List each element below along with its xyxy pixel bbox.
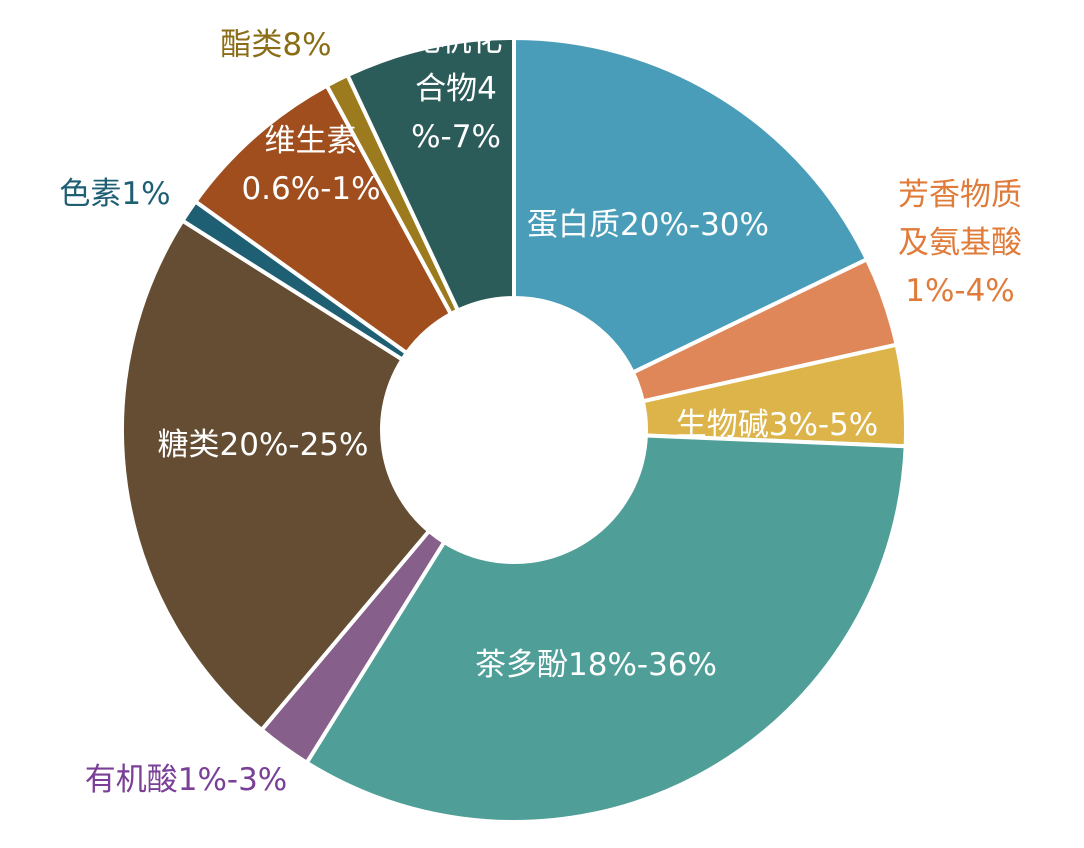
slice-label-1-line-0: 芳香物质: [898, 177, 1022, 213]
slice-label-3-line-0: 茶多酚18%-36%: [475, 647, 717, 683]
slice-label-7-line-1: 0.6%-1%: [241, 171, 380, 207]
slice-label-8: 酯类8%: [220, 27, 331, 63]
slice-label-2-line-0: 生物碱3%-5%: [676, 407, 879, 443]
slice-label-8-line-0: 酯类8%: [220, 27, 331, 63]
slice-5: [120, 218, 432, 732]
slice-9: [345, 36, 516, 313]
slice-3: [304, 433, 908, 824]
slice-label-5: 糖类20%-25%: [158, 427, 369, 463]
slice-label-1-line-2: 1%-4%: [905, 273, 1015, 309]
slice-label-9-line-1: 合物4: [415, 71, 497, 107]
slice-label-6: 色素1%: [59, 176, 170, 212]
slice-label-7-line-0: 维生素: [265, 123, 358, 159]
slice-label-4-line-0: 有机酸1%-3%: [85, 762, 288, 798]
slice-0: [512, 36, 869, 375]
slice-label-3: 茶多酚18%-36%: [475, 647, 717, 683]
slice-label-6-line-0: 色素1%: [59, 176, 170, 212]
slice-label-0: 蛋白质20%-30%: [527, 207, 769, 243]
slice-label-2: 生物碱3%-5%: [676, 407, 879, 443]
slice-label-4: 有机酸1%-3%: [85, 762, 288, 798]
slice-label-5-line-0: 糖类20%-25%: [158, 427, 369, 463]
slice-label-1-line-1: 及氨基酸: [898, 225, 1022, 261]
slice-label-0-line-0: 蛋白质20%-30%: [527, 207, 769, 243]
slice-label-9-line-2: %-7%: [411, 119, 501, 155]
slice-label-9: 无机化合物4 %-7%: [410, 23, 503, 155]
slice-label-9-line-0: 无机化: [410, 23, 503, 59]
slice-label-1: 芳香物质及氨基酸 1%-4%: [898, 177, 1022, 309]
slice-label-7: 维生素 0.6%-1%: [241, 123, 380, 207]
